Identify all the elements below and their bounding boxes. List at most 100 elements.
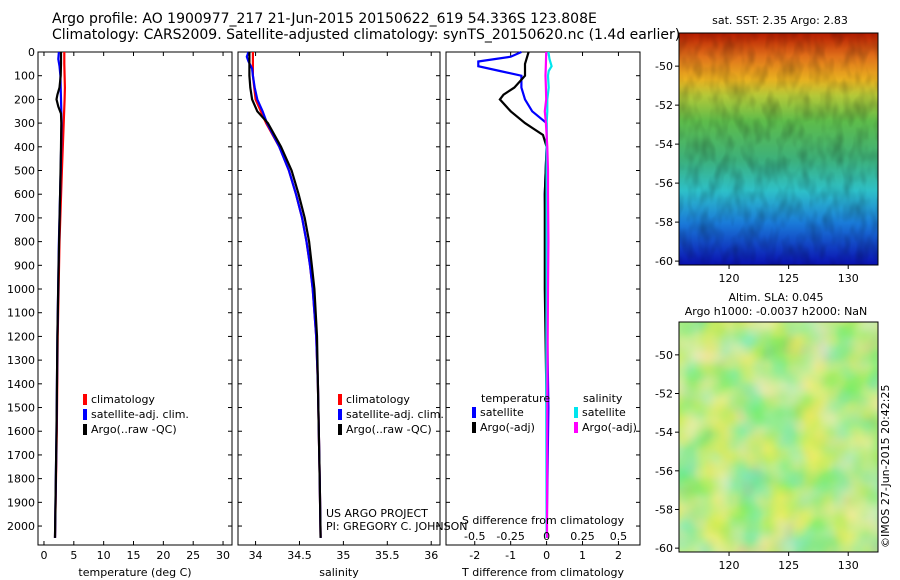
depth-tick-label: 900 [14, 259, 35, 272]
lat-tick-label: -52 [655, 388, 673, 401]
legend-swatch [83, 409, 87, 420]
depth-tick-label: 200 [14, 93, 35, 106]
x-tick-label: 5 [70, 549, 77, 562]
x-tick-label: 30 [216, 549, 230, 562]
lat-tick-label: -56 [655, 465, 673, 478]
depth-tick-label: 2000 [7, 520, 35, 533]
depth-tick-label: 700 [14, 212, 35, 225]
temperature-legend-item: climatology [91, 393, 155, 406]
salinity-profile-xlabel: salinity [319, 566, 359, 579]
s-tick-label: -0.5 [464, 530, 485, 543]
lon-tick-label: 125 [778, 559, 799, 572]
pi-annotation: PI: GREGORY C. JOHNSON [326, 520, 467, 533]
legend-swatch [83, 394, 87, 405]
depth-tick-label: 800 [14, 236, 35, 249]
salinity-legend-item: satellite-adj. clim. [346, 408, 444, 421]
legend-swatch [338, 394, 342, 405]
temperature-profile-xlabel: temperature (deg C) [78, 566, 191, 579]
salinity-profile-frame [237, 51, 441, 546]
x-tick-label: 20 [156, 549, 170, 562]
lat-tick-label: -60 [655, 255, 673, 268]
sla-map-title: Altim. SLA: 0.045 [728, 291, 823, 304]
x-tick-label: 34 [249, 549, 263, 562]
diff-legend-temperature-item: Argo(-adj) [480, 421, 535, 434]
depth-tick-label: 100 [14, 70, 35, 83]
depth-tick-label: 1600 [7, 425, 35, 438]
series-line-t-satellite [477, 50, 550, 538]
sst-map-frame [678, 32, 879, 266]
temperature-legend-item: satellite-adj. clim. [91, 408, 189, 421]
sla-map-subtitle: Argo h1000: -0.0037 h2000: NaN [685, 305, 868, 318]
depth-tick-label: 1400 [7, 378, 35, 391]
lon-tick-label: 125 [778, 272, 799, 285]
lat-tick-label: -58 [655, 216, 673, 229]
depth-tick-label: 1800 [7, 473, 35, 486]
difference-profile-xlabel: T difference from climatology [461, 566, 624, 579]
salinity-legend-item: Argo(..raw -QC) [346, 423, 432, 436]
x-tick-label: -1 [505, 549, 516, 562]
climatology-subtitle: Climatology: CARS2009. Satellite-adjuste… [52, 27, 681, 43]
x-tick-label: 35.5 [375, 549, 400, 562]
depth-tick-label: 1200 [7, 330, 35, 343]
lat-tick-label: -60 [655, 542, 673, 555]
x-tick-label: 0 [40, 549, 47, 562]
depth-tick-label: 400 [14, 141, 35, 154]
lat-tick-label: -50 [655, 60, 673, 73]
sla-map-frame [678, 321, 879, 553]
series-line-t-argo-adj- [498, 51, 548, 538]
lat-tick-label: -52 [655, 99, 673, 112]
legend-swatch [472, 407, 476, 418]
depth-tick-label: 1300 [7, 354, 35, 367]
series-line-s-argo-adj- [543, 51, 550, 538]
diff-legend-salinity-title: salinity [583, 392, 623, 405]
series-line-s-satellite [545, 51, 553, 538]
depth-tick-label: 0 [28, 46, 35, 59]
diff-legend-temperature-item: satellite [480, 406, 524, 419]
depth-tick-label: 600 [14, 188, 35, 201]
series-line-argo-raw-qc- [53, 52, 63, 538]
x-tick-label: 25 [186, 549, 200, 562]
sla-field [679, 322, 878, 552]
s-tick-label: -0.25 [496, 530, 524, 543]
legend-swatch [574, 407, 578, 418]
lon-tick-label: 130 [838, 559, 859, 572]
depth-tick-label: 1100 [7, 307, 35, 320]
legend-swatch [338, 424, 342, 435]
depth-tick-label: 500 [14, 165, 35, 178]
series-line-climatology [251, 52, 322, 538]
diff-legend-salinity-item: satellite [582, 406, 626, 419]
salinity-legend-item: climatology [346, 393, 410, 406]
x-tick-label: 0 [543, 549, 550, 562]
s-difference-label: S difference from climatology [462, 514, 625, 527]
lat-tick-label: -56 [655, 177, 673, 190]
profile-title: Argo profile: AO 1900977_217 21-Jun-2015… [52, 11, 597, 27]
depth-tick-label: 1000 [7, 283, 35, 296]
depth-tick-label: 300 [14, 117, 35, 130]
lat-tick-label: -50 [655, 349, 673, 362]
diff-legend-temperature-title: temperature [481, 392, 550, 405]
temperature-legend-item: Argo(..raw -QC) [91, 423, 177, 436]
temperature-profile-frame [37, 51, 233, 546]
diff-legend-salinity-item: Argo(-adj) [582, 421, 637, 434]
series-line-argo-raw-qc- [248, 52, 322, 538]
depth-tick-label: 1500 [7, 402, 35, 415]
lon-tick-label: 120 [719, 559, 740, 572]
x-tick-label: 15 [127, 549, 141, 562]
lon-tick-label: 130 [838, 272, 859, 285]
project-annotation: US ARGO PROJECT [326, 507, 428, 520]
lat-tick-label: -54 [655, 138, 673, 151]
lat-tick-label: -58 [655, 503, 673, 516]
difference-profile-frame [445, 51, 641, 546]
depth-tick-label: 1700 [7, 449, 35, 462]
sst-map-title: sat. SST: 2.35 Argo: 2.83 [712, 14, 848, 27]
imos-credit: ©IMOS 27-Jun-2015 20:42:25 [879, 384, 892, 548]
s-tick-label: 0.5 [610, 530, 628, 543]
s-tick-label: 0.25 [570, 530, 595, 543]
x-tick-label: 35 [336, 549, 350, 562]
legend-swatch [83, 424, 87, 435]
x-tick-label: 36 [424, 549, 438, 562]
x-tick-label: 2 [615, 549, 622, 562]
lon-tick-label: 120 [719, 272, 740, 285]
x-tick-label: -2 [469, 549, 480, 562]
